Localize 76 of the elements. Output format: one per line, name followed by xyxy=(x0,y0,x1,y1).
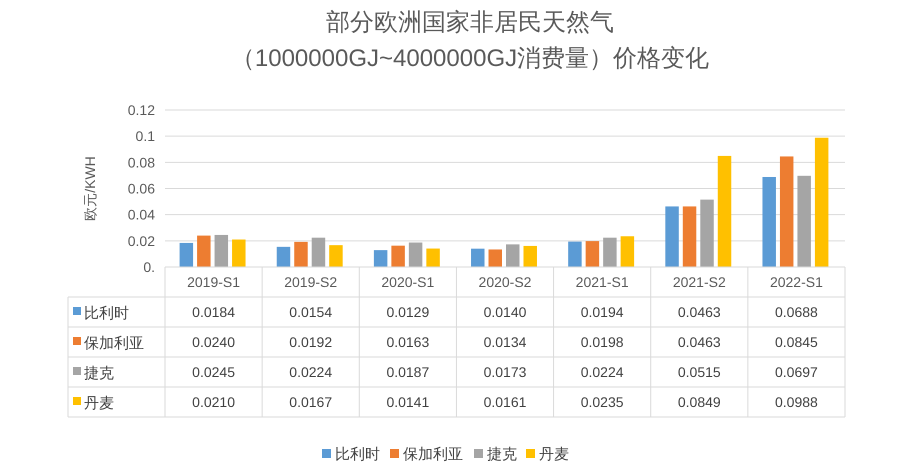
data-label: 0.0849 xyxy=(678,394,721,410)
data-label: 0.0184 xyxy=(192,304,236,320)
y-tick-label: 0.02 xyxy=(128,232,156,249)
y-tick-label: 0.12 xyxy=(128,102,156,118)
bar xyxy=(408,242,422,267)
legend-label: 保加利亚 xyxy=(84,335,144,352)
data-label: 0.0463 xyxy=(678,304,721,320)
x-tick-label: 2020-S2 xyxy=(478,274,532,290)
bar xyxy=(718,156,732,267)
bar xyxy=(603,238,617,267)
bar xyxy=(814,138,828,267)
bar xyxy=(374,250,388,267)
bar xyxy=(197,236,211,267)
data-label: 0.0515 xyxy=(678,364,721,380)
legend-label: 捷克 xyxy=(84,365,114,382)
bar xyxy=(471,248,485,267)
bar xyxy=(391,246,405,267)
y-tick-label: 0.1 xyxy=(136,128,156,144)
data-label: 0.0988 xyxy=(775,394,818,410)
x-tick-label: 2019-S2 xyxy=(284,274,338,290)
bar xyxy=(682,206,696,267)
data-label: 0.0224 xyxy=(289,364,332,380)
data-label: 0.0173 xyxy=(484,364,527,380)
x-tick-label: 2020-S1 xyxy=(381,274,435,290)
bar xyxy=(232,240,246,267)
bar xyxy=(700,200,714,267)
y-tick-label: 0. xyxy=(143,259,155,275)
data-label: 0.0224 xyxy=(580,364,624,380)
data-label: 0.0140 xyxy=(484,304,527,320)
data-label: 0.0240 xyxy=(192,334,236,350)
chart-title: 部分欧洲国家非居民天然气（1000000GJ~4000000GJ消费量）价格变化 xyxy=(230,9,710,72)
bar xyxy=(294,242,308,267)
bar xyxy=(329,245,343,267)
x-tick-label: 2021-S2 xyxy=(672,274,726,290)
data-label: 0.0154 xyxy=(289,304,332,320)
bar xyxy=(586,241,600,267)
bar xyxy=(523,246,537,267)
bar xyxy=(214,234,228,267)
bar xyxy=(665,206,679,267)
bar xyxy=(180,242,194,267)
data-label: 0.0697 xyxy=(775,364,818,380)
x-tick-label: 2021-S1 xyxy=(576,274,629,290)
bar xyxy=(620,236,634,267)
data-label: 0.0245 xyxy=(192,364,236,380)
legend-label: 丹麦 xyxy=(84,395,114,412)
data-label: 0.0198 xyxy=(580,334,624,350)
bar xyxy=(426,248,440,267)
data-label: 0.0463 xyxy=(678,334,721,350)
y-tick-label: 0.04 xyxy=(128,206,156,223)
bar xyxy=(797,176,811,267)
legend-label: 比利时 xyxy=(84,305,129,322)
bar xyxy=(488,249,502,267)
x-tick-label: 2019-S1 xyxy=(187,274,240,290)
bar xyxy=(762,176,776,267)
y-tick-label: 0.06 xyxy=(128,180,156,196)
bar xyxy=(312,238,326,267)
bar xyxy=(276,246,290,267)
bar xyxy=(780,156,794,267)
data-label: 0.0194 xyxy=(580,304,624,320)
bar xyxy=(568,242,582,267)
data-label: 0.0210 xyxy=(192,394,236,410)
data-label: 0.0161 xyxy=(484,394,527,410)
y-tick-label: 0.08 xyxy=(128,154,156,170)
data-label: 0.0845 xyxy=(775,334,818,350)
data-label: 0.0134 xyxy=(484,334,527,350)
data-label: 0.0141 xyxy=(386,394,430,410)
data-label: 0.0187 xyxy=(386,364,430,380)
data-label: 0.0192 xyxy=(289,334,332,350)
data-label: 0.0129 xyxy=(386,304,430,320)
data-label: 0.0688 xyxy=(775,304,818,320)
data-label: 0.0163 xyxy=(386,334,430,350)
x-tick-label: 2022-S1 xyxy=(770,274,824,290)
y-axis-title: 欧元/KWH xyxy=(82,156,98,221)
data-label: 0.0235 xyxy=(580,394,624,410)
data-label: 0.0167 xyxy=(289,394,332,410)
bar xyxy=(506,244,520,267)
